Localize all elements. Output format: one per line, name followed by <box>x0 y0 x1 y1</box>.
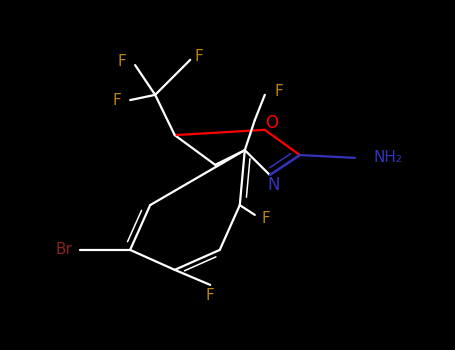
Text: F: F <box>206 288 215 303</box>
Text: NH₂: NH₂ <box>373 150 402 165</box>
Text: F: F <box>112 93 121 107</box>
Text: F: F <box>195 49 204 64</box>
Text: F: F <box>274 84 283 99</box>
Text: F: F <box>262 211 271 226</box>
Text: O: O <box>265 114 278 132</box>
Text: F: F <box>117 54 126 69</box>
Text: N: N <box>267 176 280 195</box>
Text: Br: Br <box>56 243 73 257</box>
